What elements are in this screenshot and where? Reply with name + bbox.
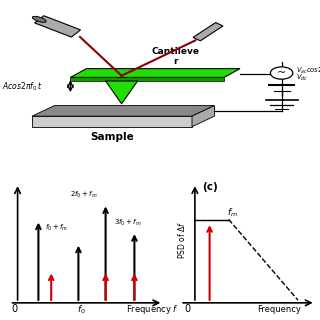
Polygon shape <box>193 23 223 41</box>
Polygon shape <box>35 16 81 37</box>
Text: Sample: Sample <box>90 132 134 142</box>
Text: ~: ~ <box>277 68 286 78</box>
Text: $2f_0+f_m$: $2f_0+f_m$ <box>70 190 98 200</box>
Polygon shape <box>70 68 240 77</box>
Text: PSD of $\Delta f$: PSD of $\Delta f$ <box>176 220 187 259</box>
Text: Frequency: Frequency <box>257 305 301 314</box>
Polygon shape <box>192 106 214 127</box>
Text: $f_0+f_m$: $f_0+f_m$ <box>45 223 68 234</box>
Text: $f_m$: $f_m$ <box>227 206 238 219</box>
Text: Cantileve
r: Cantileve r <box>152 47 200 66</box>
Text: (c): (c) <box>202 182 218 192</box>
Text: $3f_0+f_m$: $3f_0+f_m$ <box>114 218 141 228</box>
Text: $f_0$: $f_0$ <box>77 303 85 316</box>
Polygon shape <box>106 81 138 104</box>
Text: Frequency $f$: Frequency $f$ <box>126 303 179 316</box>
Polygon shape <box>32 106 214 116</box>
Ellipse shape <box>32 16 46 22</box>
Text: $V_{ac}cos2\pi f_m$: $V_{ac}cos2\pi f_m$ <box>296 66 320 76</box>
Circle shape <box>270 67 293 79</box>
Polygon shape <box>70 77 224 81</box>
Text: 0: 0 <box>11 304 17 314</box>
Text: $V_{dc}$: $V_{dc}$ <box>296 73 308 84</box>
Polygon shape <box>32 116 192 127</box>
Text: $Acos2\pi f_0\,t$: $Acos2\pi f_0\,t$ <box>2 81 42 93</box>
Text: 0: 0 <box>184 304 191 314</box>
